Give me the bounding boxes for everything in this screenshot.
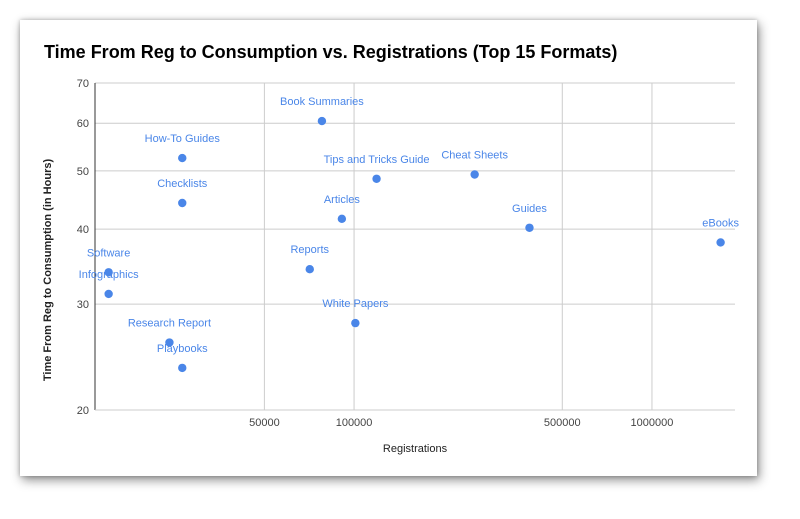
data-point <box>165 338 174 347</box>
axes <box>94 83 735 411</box>
y-tick-label: 40 <box>77 224 89 236</box>
data-point <box>337 214 347 224</box>
x-tick-label: 50000 <box>249 417 280 429</box>
point-label: Guides <box>512 203 547 215</box>
y-tick-label: 20 <box>77 405 89 417</box>
data-point <box>104 268 113 277</box>
point-label: Reports <box>290 244 329 256</box>
data-point <box>178 153 187 163</box>
tick-labels: 20 30 40 50 60 70 50000 100000 500000 1000000 <box>77 78 674 429</box>
chart-title: Time From Reg to Consumption vs. Registr… <box>44 42 617 62</box>
data-point <box>104 289 113 299</box>
data-point <box>525 223 534 232</box>
x-axis-title: Registrations <box>383 443 448 455</box>
data-point <box>178 363 187 373</box>
grid <box>95 82 735 411</box>
point-label: Articles <box>324 194 361 206</box>
point-label: Book Summaries <box>280 96 364 108</box>
data-point <box>372 174 381 183</box>
point-label: Playbooks <box>157 343 208 355</box>
point-label: Research Report <box>128 318 211 330</box>
y-axis-title: Time From Reg to Consumption (in Hours) <box>42 159 54 382</box>
y-tick-label: 30 <box>77 299 89 311</box>
chart-card: Time From Reg to Consumption vs. Registr… <box>20 20 757 476</box>
y-tick-label: 50 <box>77 166 89 178</box>
y-tick-label: 60 <box>77 118 89 130</box>
data-point <box>317 116 327 126</box>
point-label: Tips and Tricks Guide <box>324 154 430 166</box>
x-tick-label: 100000 <box>336 417 373 429</box>
point-label: Cheat Sheets <box>441 150 508 162</box>
data-point <box>305 265 314 274</box>
x-tick-label: 1000000 <box>631 417 674 429</box>
data-point <box>351 318 360 328</box>
point-label: Software <box>87 247 130 259</box>
y-tick-label: 70 <box>77 78 89 90</box>
data-point <box>470 170 479 179</box>
data-points: Book Summaries How-To Guides Tips and Tric… <box>79 96 739 373</box>
point-label: Infographics <box>79 269 139 281</box>
data-point <box>716 238 725 247</box>
point-label: White Papers <box>322 298 389 310</box>
scatter-chart: Time From Reg to Consumption vs. Registr… <box>42 42 739 455</box>
point-label: How-To Guides <box>145 133 221 145</box>
point-label: Checklists <box>157 178 208 190</box>
x-tick-label: 500000 <box>544 417 581 429</box>
data-point <box>178 198 187 208</box>
point-label: eBooks <box>702 217 739 229</box>
